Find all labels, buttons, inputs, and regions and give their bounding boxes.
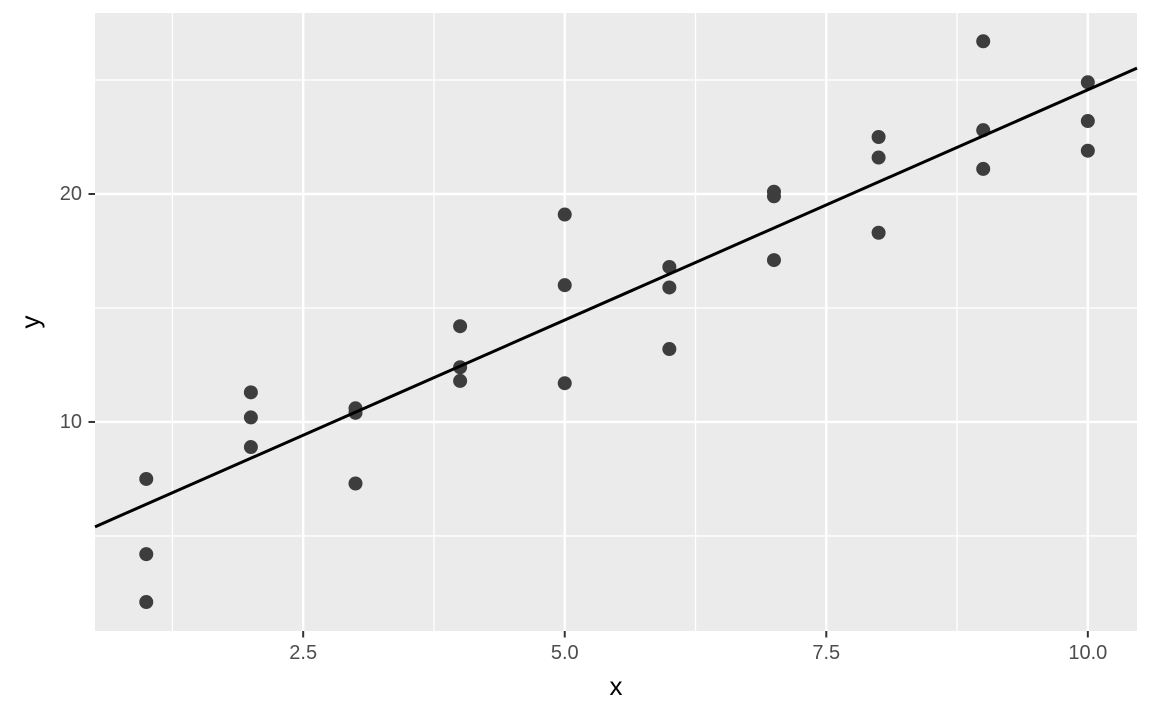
data-point bbox=[871, 130, 886, 145]
data-point bbox=[139, 547, 154, 562]
trend-line bbox=[94, 66, 1138, 529]
data-point bbox=[1080, 75, 1095, 90]
data-point bbox=[557, 376, 572, 391]
data-point bbox=[453, 319, 468, 334]
data-point bbox=[557, 207, 572, 222]
data-point bbox=[243, 440, 258, 455]
data-point bbox=[871, 150, 886, 165]
data-point bbox=[871, 225, 886, 240]
x-axis-tick-label-2-5: 2.5 bbox=[289, 642, 318, 664]
x-axis-tick-label-5-0: 5.0 bbox=[550, 642, 579, 664]
data-point bbox=[662, 342, 677, 357]
x-axis-tick-label-7-5: 7.5 bbox=[812, 642, 841, 664]
x-axis-tick-label-10-0: 10.0 bbox=[1068, 642, 1108, 664]
data-point bbox=[976, 161, 991, 176]
plot-panel bbox=[95, 13, 1137, 631]
data-point bbox=[766, 253, 781, 268]
data-point bbox=[662, 280, 677, 295]
y-axis-tick-label-10: 10 bbox=[59, 410, 82, 433]
data-point bbox=[243, 385, 258, 400]
x-axis-title: x bbox=[609, 671, 623, 701]
data-point bbox=[139, 595, 154, 610]
y-axis-title: y bbox=[15, 315, 45, 329]
data-point bbox=[766, 189, 781, 204]
data-point bbox=[139, 471, 154, 486]
data-point bbox=[1080, 143, 1095, 158]
data-point bbox=[557, 278, 572, 293]
data-point bbox=[976, 34, 991, 49]
data-point bbox=[243, 410, 258, 425]
data-point bbox=[1080, 114, 1095, 129]
data-point bbox=[453, 373, 468, 388]
data-point bbox=[662, 259, 677, 274]
y-axis-tick-label-20: 20 bbox=[59, 183, 82, 205]
data-point bbox=[348, 476, 363, 491]
